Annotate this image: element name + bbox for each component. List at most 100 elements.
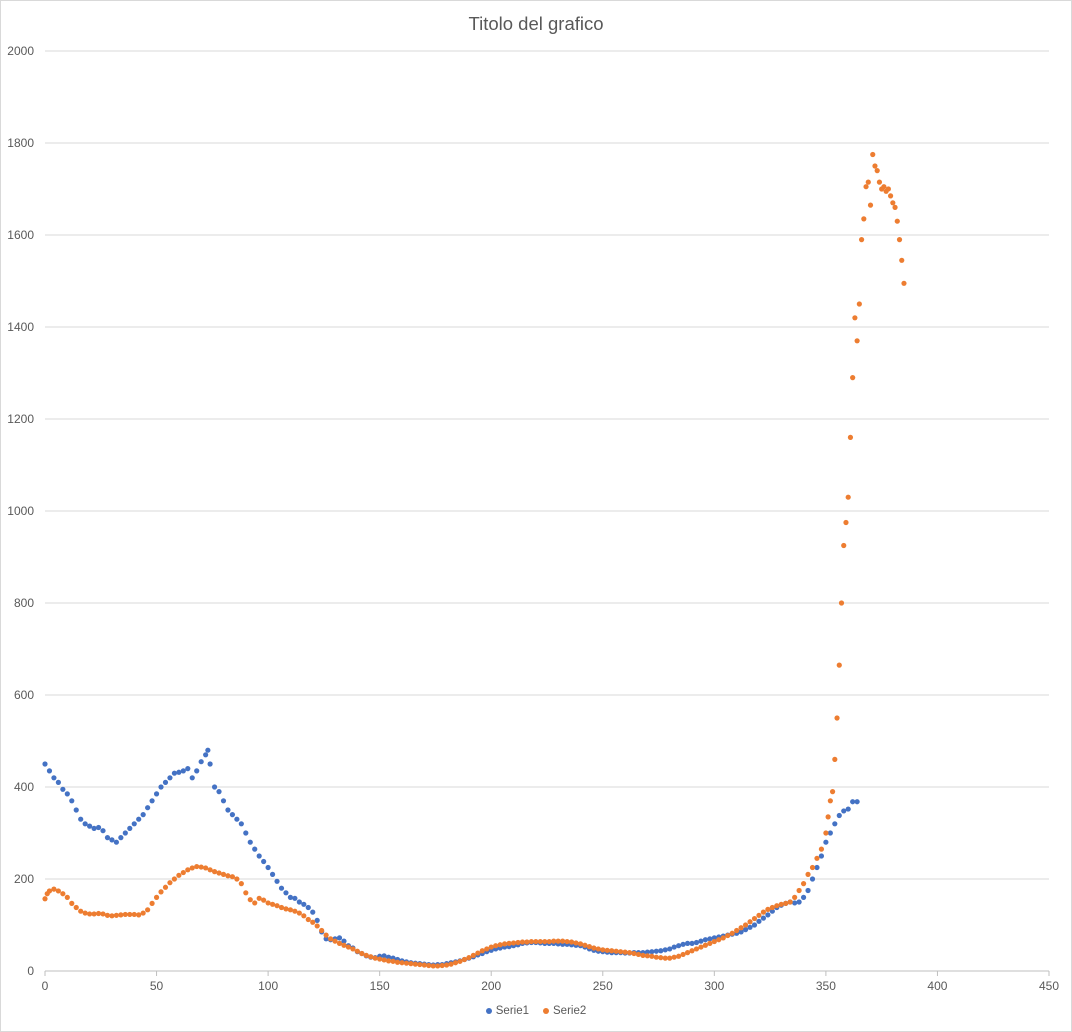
- data-point: [205, 747, 211, 753]
- data-point: [845, 494, 851, 500]
- data-point: [693, 939, 700, 946]
- data-point: [131, 821, 137, 827]
- data-point: [185, 867, 191, 873]
- x-tick-label: 350: [816, 979, 836, 993]
- legend-label: Serie2: [553, 1005, 587, 1017]
- data-point: [832, 821, 838, 827]
- data-point: [87, 911, 93, 917]
- data-point: [69, 900, 75, 906]
- x-tick-label: 150: [370, 979, 390, 993]
- y-tick-label: 1000: [7, 504, 34, 518]
- data-point: [149, 900, 155, 906]
- data-point: [180, 869, 186, 876]
- data-point: [506, 940, 512, 947]
- data-point: [136, 816, 142, 822]
- data-point: [368, 954, 374, 960]
- data-point: [457, 958, 463, 964]
- data-point: [176, 769, 182, 775]
- data-point: [874, 168, 880, 174]
- data-point: [564, 938, 570, 945]
- data-point: [145, 805, 151, 811]
- data-point: [618, 949, 624, 955]
- data-point: [787, 899, 793, 905]
- data-point: [189, 865, 195, 871]
- y-tick-label: 1600: [7, 228, 34, 242]
- series-serie2: [42, 151, 907, 969]
- data-point: [892, 204, 898, 210]
- data-point: [78, 908, 84, 914]
- data-point: [827, 798, 833, 804]
- data-point: [448, 961, 454, 967]
- data-point: [843, 519, 849, 526]
- data-point: [653, 954, 659, 960]
- data-point: [856, 301, 862, 307]
- data-point: [747, 919, 753, 925]
- data-point: [323, 936, 329, 942]
- data-point: [113, 839, 119, 845]
- data-point: [42, 761, 48, 767]
- data-point: [796, 887, 802, 894]
- axes: [44, 970, 1050, 976]
- legend-item: Serie1: [485, 1005, 529, 1017]
- data-point: [858, 237, 865, 243]
- data-point: [751, 922, 758, 928]
- data-point: [439, 962, 445, 969]
- data-point: [689, 948, 695, 954]
- data-point: [211, 869, 218, 875]
- data-point: [336, 940, 343, 947]
- data-point: [845, 806, 851, 812]
- data-point: [519, 939, 526, 945]
- data-point: [430, 963, 436, 969]
- data-point: [42, 896, 48, 902]
- data-point: [73, 807, 79, 813]
- data-point: [73, 904, 79, 911]
- data-point: [765, 912, 771, 918]
- x-tick-label: 200: [481, 979, 501, 993]
- data-point: [671, 954, 677, 960]
- data-point: [896, 237, 903, 243]
- data-point: [635, 951, 642, 958]
- data-point: [354, 948, 360, 954]
- data-point: [145, 907, 151, 913]
- data-point: [109, 913, 115, 919]
- data-point: [220, 871, 227, 878]
- data-point: [185, 766, 191, 772]
- data-point: [100, 911, 106, 917]
- data-point: [850, 375, 856, 381]
- data-point: [444, 962, 450, 968]
- data-point: [488, 944, 494, 950]
- data-point: [515, 939, 521, 946]
- data-point: [829, 789, 836, 795]
- data-point: [381, 957, 387, 963]
- data-point: [676, 953, 682, 959]
- data-point: [122, 911, 128, 918]
- data-point: [894, 218, 900, 224]
- data-point: [60, 891, 66, 897]
- y-tick-label: 200: [14, 872, 34, 886]
- data-point: [684, 940, 691, 947]
- data-point: [51, 775, 57, 781]
- data-point: [385, 954, 392, 960]
- data-point: [836, 812, 842, 819]
- data-point: [698, 938, 704, 944]
- x-tick-label: 100: [258, 979, 278, 993]
- data-point: [890, 200, 896, 206]
- data-point: [711, 935, 717, 941]
- data-series: [42, 151, 907, 969]
- data-point: [261, 858, 267, 865]
- data-point: [814, 864, 820, 871]
- data-point: [256, 853, 262, 859]
- data-point: [838, 600, 845, 606]
- data-point: [693, 946, 700, 952]
- data-point: [390, 958, 396, 964]
- data-point: [278, 904, 285, 911]
- data-point: [881, 184, 887, 190]
- data-point: [738, 925, 744, 931]
- data-point: [765, 906, 771, 912]
- data-point: [238, 821, 244, 827]
- data-point: [818, 846, 825, 852]
- data-point: [211, 784, 218, 790]
- data-point: [287, 894, 294, 901]
- data-point: [863, 184, 869, 190]
